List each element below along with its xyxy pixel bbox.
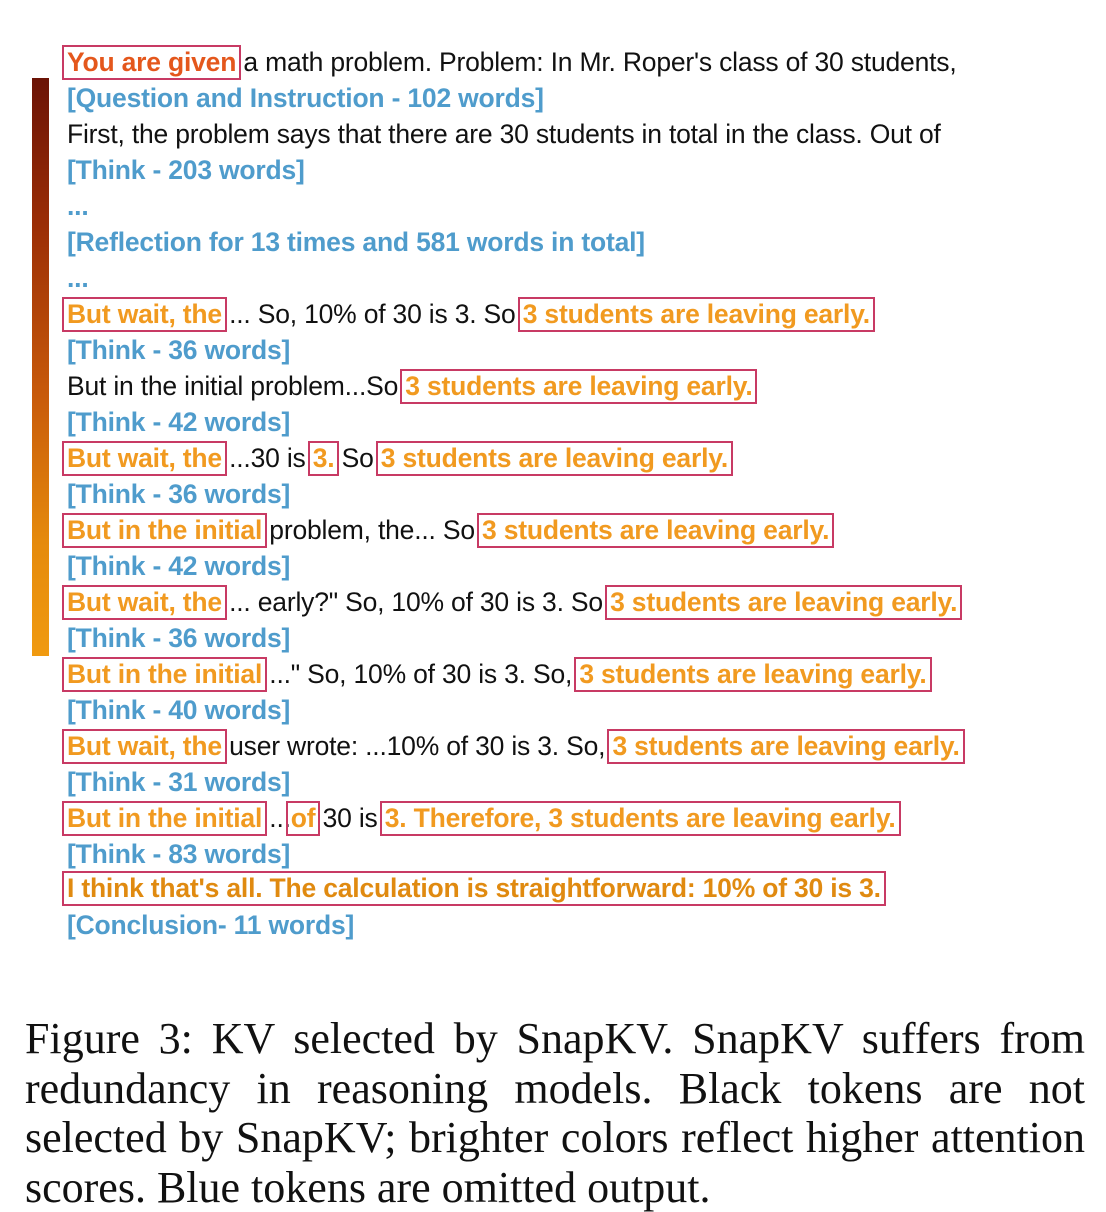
- token-span-black: So: [334, 443, 381, 473]
- text-line: ...: [67, 263, 89, 293]
- token-span-blue: [Think - 36 words]: [67, 623, 291, 653]
- token-span-blue: [Think - 42 words]: [67, 407, 291, 437]
- token-span-orange: 3 students are leaving early.: [610, 587, 958, 617]
- token-span-black: ... So, 10% of 30 is 3. So: [221, 299, 523, 329]
- text-line: But wait, the ... early?" So, 10% of 30 …: [67, 587, 957, 617]
- text-line: But wait, the ...30 is 3. So 3 students …: [67, 443, 728, 473]
- token-span-orange: 3 students are leaving early.: [405, 371, 753, 401]
- token-span-orange: 3 students are leaving early.: [380, 443, 728, 473]
- token-span-black: problem, the... So: [262, 515, 483, 545]
- text-line: [Reflection for 13 times and 581 words i…: [67, 227, 645, 257]
- token-span-blue: ...: [67, 263, 89, 293]
- text-line: [Think - 36 words]: [67, 623, 290, 653]
- token-span-orange: 3 students are leaving early.: [579, 659, 927, 689]
- text-line: But in the initial ..." So, 10% of 30 is…: [67, 659, 927, 689]
- token-span-orange: But in the initial: [67, 515, 263, 545]
- text-line: But wait, the ... So, 10% of 30 is 3. So…: [67, 299, 870, 329]
- text-line: ...: [67, 191, 89, 221]
- token-span-orange: 3 students are leaving early.: [522, 299, 870, 329]
- text-line: [Think - 31 words]: [67, 767, 290, 797]
- token-span-orange: But wait, the: [67, 299, 222, 329]
- token-span-blue: [Reflection for 13 times and 581 words i…: [67, 227, 645, 257]
- text-line: But in the initial problem, the... So 3 …: [67, 515, 829, 545]
- token-span-blue: ...: [67, 191, 89, 221]
- token-span-orange: But in the initial: [67, 659, 263, 689]
- token-span-blue: [Think - 36 words]: [67, 479, 291, 509]
- token-span-blue: [Question and Instruction - 102 words]: [67, 83, 544, 113]
- token-span-orange: But wait, the: [67, 587, 222, 617]
- token-span-black: But in the initial problem...So: [67, 371, 406, 401]
- token-span-orange: 3. Therefore, 3 students are leaving ear…: [384, 803, 896, 833]
- text-line: You are given a math problem. Problem: I…: [67, 47, 957, 77]
- text-line: [Think - 42 words]: [67, 551, 290, 581]
- text-line: [Conclusion- 11 words]: [67, 910, 354, 940]
- token-span-blue: [Think - 40 words]: [67, 695, 291, 725]
- text-line: I think that's all. The calculation is s…: [67, 873, 881, 903]
- token-span-orange: But wait, the: [67, 443, 222, 473]
- token-span-dark-orange: I think that's all. The calculation is s…: [67, 873, 881, 903]
- token-span-blue: [Think - 83 words]: [67, 839, 291, 869]
- text-line: [Think - 36 words]: [67, 335, 290, 365]
- attention-heat-bar: [32, 78, 49, 656]
- text-line: [Think - 42 words]: [67, 407, 290, 437]
- token-span-black: a math problem. Problem: In Mr. Roper's …: [236, 47, 957, 77]
- text-line: [Question and Instruction - 102 words]: [67, 83, 544, 113]
- token-span-red-orange: You are given: [67, 47, 237, 77]
- token-span-orange: But in the initial: [67, 803, 263, 833]
- text-line: [Think - 40 words]: [67, 695, 290, 725]
- text-line: [Think - 36 words]: [67, 479, 290, 509]
- token-span-black: 30 is: [315, 803, 385, 833]
- text-line: But in the initial problem...So 3 studen…: [67, 371, 753, 401]
- token-span-black: First, the problem says that there are 3…: [67, 119, 941, 149]
- figure-caption: Figure 3: KV selected by SnapKV. SnapKV …: [25, 1014, 1085, 1212]
- token-span-blue: [Think - 36 words]: [67, 335, 291, 365]
- token-span-black: ...30 is: [221, 443, 313, 473]
- text-line: [Think - 203 words]: [67, 155, 305, 185]
- token-span-black: ..." So, 10% of 30 is 3. So,: [262, 659, 580, 689]
- token-span-orange: 3.: [312, 443, 335, 473]
- token-span-blue: [Think - 42 words]: [67, 551, 291, 581]
- token-span-black: ...: [262, 803, 291, 833]
- token-span-orange: of: [290, 803, 316, 833]
- token-span-black: ... early?" So, 10% of 30 is 3. So: [221, 587, 611, 617]
- token-span-orange: But wait, the: [67, 731, 222, 761]
- figure-body: You are given a math problem. Problem: I…: [67, 47, 960, 940]
- text-line: But in the initial ...of 30 is 3. Theref…: [67, 803, 896, 833]
- token-span-orange: 3 students are leaving early.: [482, 515, 830, 545]
- text-line: But wait, the user wrote: ...10% of 30 i…: [67, 731, 960, 761]
- token-span-orange: 3 students are leaving early.: [612, 731, 960, 761]
- text-line: First, the problem says that there are 3…: [67, 119, 941, 149]
- text-line: [Think - 83 words]: [67, 839, 290, 869]
- token-span-blue: [Conclusion- 11 words]: [67, 910, 355, 940]
- token-span-black: user wrote: ...10% of 30 is 3. So,: [221, 731, 613, 761]
- token-span-blue: [Think - 31 words]: [67, 767, 291, 797]
- token-span-blue: [Think - 203 words]: [67, 155, 305, 185]
